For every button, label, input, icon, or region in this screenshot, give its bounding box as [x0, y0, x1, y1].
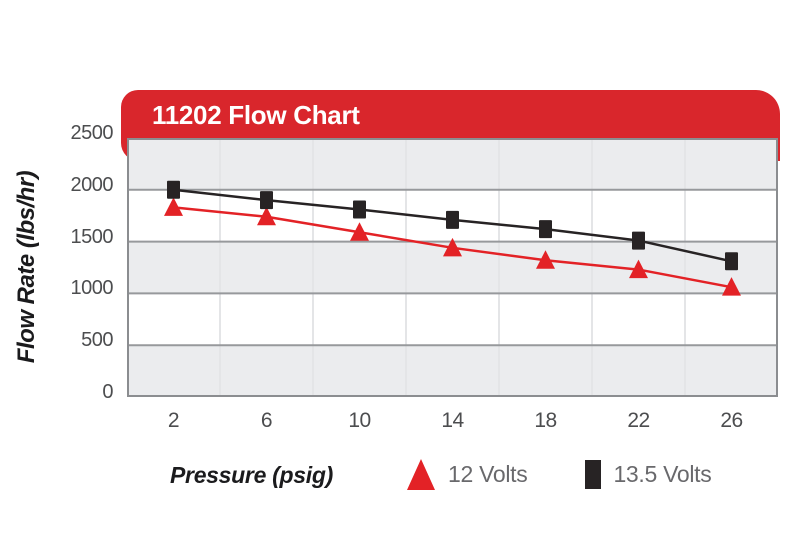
- square-marker: [725, 252, 738, 271]
- triangle-marker: [629, 259, 648, 279]
- legend-triangle-icon: [407, 458, 435, 490]
- x-axis-title: Pressure (psig): [170, 462, 333, 488]
- chart-title: 11202 Flow Chart: [152, 100, 360, 130]
- x-tick-label: 22: [627, 409, 650, 432]
- square-marker: [260, 191, 273, 210]
- x-tick-label: 6: [260, 409, 273, 432]
- chart-legend: 12 Volts 13.5 Volts: [406, 452, 712, 496]
- y-tick-label: 500: [81, 329, 113, 352]
- plot-border: [127, 138, 778, 397]
- triangle-marker: [257, 206, 276, 226]
- square-marker: [446, 210, 459, 229]
- y-tick-label: 1000: [70, 277, 114, 300]
- y-tick-label: 2500: [70, 122, 114, 144]
- square-marker: [167, 180, 180, 199]
- plot-area: [127, 138, 778, 397]
- legend-label: 13.5 Volts: [613, 460, 712, 487]
- square-marker: [353, 200, 366, 219]
- plot-band: [127, 345, 778, 397]
- y-tick-label: 0: [102, 381, 113, 403]
- triangle-marker: [536, 250, 555, 269]
- x-tick-label: 2: [167, 409, 180, 432]
- legend-square-icon: [585, 459, 602, 489]
- legend-label: 12 Volts: [448, 460, 528, 487]
- square-marker: [539, 220, 552, 239]
- plot-band: [127, 138, 778, 190]
- x-tick-label: 10: [348, 409, 371, 432]
- legend-item: 12 Volts: [406, 458, 528, 491]
- legend-item: 13.5 Volts: [585, 459, 712, 489]
- x-tick-label: 18: [534, 409, 557, 432]
- x-tick-label: 14: [441, 409, 464, 432]
- triangle-marker: [443, 237, 462, 257]
- triangle-marker: [722, 277, 741, 296]
- triangle-marker: [164, 197, 183, 216]
- plot-band: [127, 293, 778, 346]
- x-tick-label: 26: [720, 409, 743, 432]
- y-tick-label: 2000: [70, 173, 114, 196]
- y-tick-label: 1500: [70, 225, 114, 248]
- square-marker: [632, 231, 645, 250]
- triangle-marker: [350, 222, 369, 241]
